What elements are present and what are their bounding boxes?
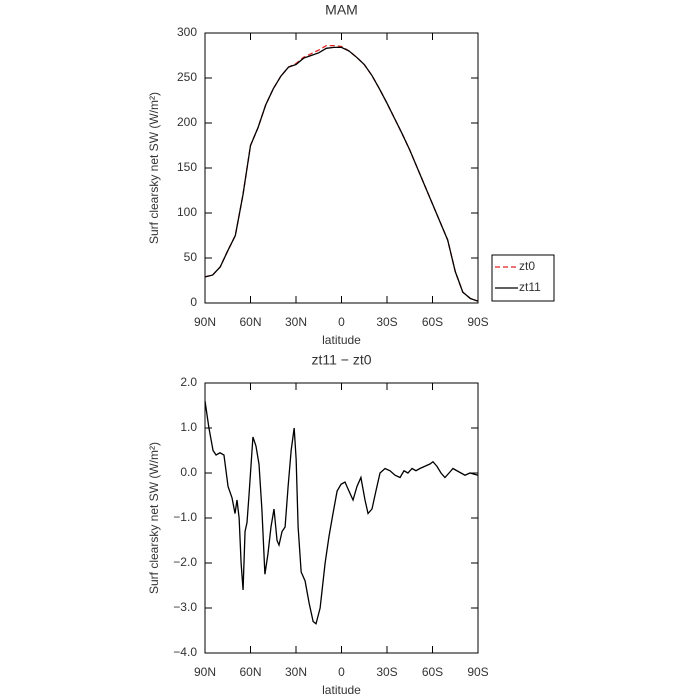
y-tick-label: −3.0 [173, 600, 197, 614]
x-tick-label: 30S [376, 315, 397, 329]
x-tick-label: 60S [422, 665, 443, 679]
x-tick-label: 90N [194, 315, 216, 329]
y-tick-label: 100 [177, 205, 197, 219]
legend-box [491, 254, 555, 302]
y-tick-label: 0.0 [180, 465, 197, 479]
x-tick-label: 90S [467, 315, 488, 329]
y-tick-label: −1.0 [173, 510, 197, 524]
x-tick-label: 0 [338, 315, 345, 329]
y-tick-label: −4.0 [173, 645, 197, 659]
y-tick-label: 150 [177, 160, 197, 174]
chart-title: MAM [325, 2, 358, 18]
y-axis-label: Surf clearsky net SW (W/m²) [147, 442, 161, 594]
y-tick-label: −2.0 [173, 555, 197, 569]
y-tick-label: 300 [177, 25, 197, 39]
x-tick-label: 30S [376, 665, 397, 679]
chart-title: zt11 − zt0 [311, 352, 371, 368]
x-tick-label: 60N [239, 315, 261, 329]
legend-label: zt0 [519, 259, 535, 273]
x-tick-label: 90S [467, 665, 488, 679]
x-tick-label: 60N [239, 665, 261, 679]
x-tick-label: 60S [422, 315, 443, 329]
plot-frame [204, 382, 479, 654]
y-tick-label: 250 [177, 70, 197, 84]
x-tick-label: 30N [285, 315, 307, 329]
y-tick-label: 2.0 [180, 375, 197, 389]
plot-frame [204, 32, 479, 304]
y-tick-label: 0 [190, 295, 197, 309]
x-axis-label: latitude [322, 333, 361, 347]
data-line [204, 46, 479, 302]
y-tick-label: 200 [177, 115, 197, 129]
x-tick-label: 30N [285, 665, 307, 679]
y-tick-label: 1.0 [180, 420, 197, 434]
x-axis-label: latitude [322, 683, 361, 697]
y-axis-label: Surf clearsky net SW (W/m²) [147, 92, 161, 244]
data-line [204, 400, 479, 625]
y-tick-label: 50 [184, 250, 198, 264]
x-tick-label: 90N [194, 665, 216, 679]
x-tick-label: 0 [338, 665, 345, 679]
legend-label: zt11 [519, 280, 541, 294]
